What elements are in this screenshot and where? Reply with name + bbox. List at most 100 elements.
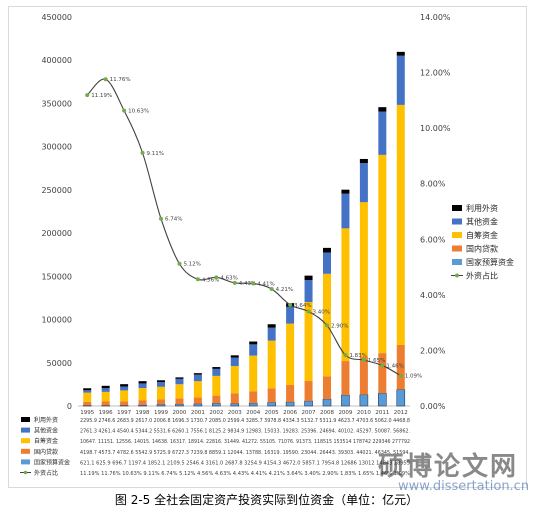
x-axis-tick-label: 1995 <box>80 410 94 416</box>
bar-segment <box>359 158 368 164</box>
share-point <box>343 353 348 358</box>
bar-segment <box>193 381 202 398</box>
right-axis-tick-label: 6.00% <box>420 235 446 244</box>
watermark-text: 硕博论文网 <box>378 452 519 482</box>
bar-segment <box>230 393 239 404</box>
right-axis-tick-label: 8.00% <box>420 180 446 189</box>
left-axis-tick-label: 100000 <box>41 316 72 325</box>
bar-segment <box>138 381 147 384</box>
table-row-values: 2761.3 4261.4 4540.4 5344.2 5531.6 6260.… <box>80 429 410 435</box>
legend-label: 利用外资 <box>466 203 498 213</box>
bar-segment <box>249 355 258 392</box>
legend-label: 自筹资金 <box>466 230 498 240</box>
share-point <box>177 261 182 266</box>
right-axis-tick-label: 0.00% <box>420 402 446 411</box>
share-data-label: 11.76% <box>110 77 131 83</box>
bar-segment <box>396 51 405 56</box>
share-point <box>398 373 403 378</box>
bar-segment <box>175 377 184 379</box>
share-data-label: 1.09% <box>405 374 422 380</box>
bar-segment <box>138 383 147 389</box>
share-point <box>361 358 366 363</box>
right-axis-tick-label: 12.00% <box>420 69 451 78</box>
share-data-label: 4.63% <box>220 275 237 281</box>
bar-segment <box>378 353 387 394</box>
legend-swatch <box>452 218 462 225</box>
share-data-label: 4.41% <box>257 281 274 287</box>
bar-segment <box>249 344 258 356</box>
table-row-name: 自筹资金 <box>34 437 58 445</box>
x-axis-tick-label: 2003 <box>228 410 242 416</box>
right-axis-tick-label: 2.00% <box>420 346 446 355</box>
table-row-swatch <box>21 438 30 444</box>
table-row-values: 2295.9 2746.6 2683.9 2617.0 2006.8 1696.… <box>80 418 410 424</box>
bar-segment <box>230 366 239 394</box>
legend-label: 外资占比 <box>466 271 498 281</box>
share-point <box>159 216 163 221</box>
bar-segment <box>396 55 405 105</box>
bar-segment <box>359 163 368 203</box>
x-axis-tick-label: 2006 <box>283 410 297 416</box>
bar-segment <box>157 386 165 400</box>
bar-segment <box>286 323 295 386</box>
table-row-line-marker <box>23 470 28 475</box>
bar-segment <box>267 340 276 389</box>
figure-caption: 图 2-5 全社会固定资产投资实际到位资金（单位：亿元） <box>114 493 419 507</box>
bar-segment <box>396 104 405 346</box>
bar-segment <box>175 398 184 405</box>
bar-segment <box>304 302 313 382</box>
bar-segment <box>193 374 202 382</box>
table-row-name: 其他资金 <box>34 427 58 435</box>
table-row-values: 621.1 625.9 696.7 1197.4 1852.1 2109.5 2… <box>80 460 410 466</box>
bar-segment <box>120 384 129 387</box>
share-point <box>325 323 329 328</box>
legend-label: 国家预算资金 <box>466 257 514 267</box>
share-point <box>122 108 127 113</box>
share-data-label: 1.65% <box>368 358 385 364</box>
right-axis-tick-label: 14.00% <box>420 13 451 22</box>
share-data-label: 3.64% <box>294 303 311 309</box>
bar-segment <box>120 390 129 402</box>
share-point <box>85 93 90 98</box>
bar-segment <box>304 275 313 281</box>
legend-label: 国内贷款 <box>466 244 498 254</box>
bar-segment <box>120 401 129 406</box>
x-axis-tick-label: 2005 <box>265 410 279 416</box>
bar-segment <box>101 401 110 406</box>
share-point <box>288 302 293 307</box>
bar-segment <box>101 388 110 392</box>
bar-segment <box>175 378 184 385</box>
bar-segment <box>230 357 239 367</box>
bar-segment <box>341 193 350 229</box>
bar-segment <box>157 380 165 383</box>
share-data-label: 4.56% <box>202 277 219 283</box>
share-data-label: 6.74% <box>165 217 182 223</box>
share-data-label: 3.40% <box>313 310 330 316</box>
x-axis-tick-label: 1999 <box>154 410 168 416</box>
bar-segment <box>249 341 258 345</box>
bar-segment <box>83 390 92 393</box>
stacked-bar-line-chart: 0 50000 100000 150000 200000 250000 300000 3500… <box>20 13 514 477</box>
bar-segment <box>323 252 331 274</box>
x-axis-tick-label: 2007 <box>302 410 316 416</box>
bar-segment <box>359 356 368 395</box>
legend-label: 其他资金 <box>466 217 498 227</box>
table-row-name: 利用外资 <box>34 416 58 424</box>
share-point <box>269 287 274 292</box>
chart-frame <box>8 6 527 488</box>
x-axis-tick-label: 2004 <box>246 410 260 416</box>
bar-segment <box>323 376 331 400</box>
table-row-name: 国家预算资金 <box>34 458 70 466</box>
bar-segment <box>212 368 221 376</box>
bar-segment <box>286 385 295 402</box>
table-row-values: 11.19% 11.76% 10.63% 9.11% 6.74% 5.12% 4… <box>80 471 410 477</box>
right-axis-tick-label: 10.00% <box>420 124 451 133</box>
left-axis-tick-label: 400000 <box>41 56 72 65</box>
left-axis-tick-label: 0 <box>67 402 72 411</box>
table-row-swatch <box>21 448 30 454</box>
bar-segment <box>212 367 221 369</box>
bar-segment <box>378 154 387 354</box>
bar-segment <box>304 381 313 401</box>
legend-line-marker <box>455 273 459 278</box>
bar-segment <box>378 107 387 112</box>
